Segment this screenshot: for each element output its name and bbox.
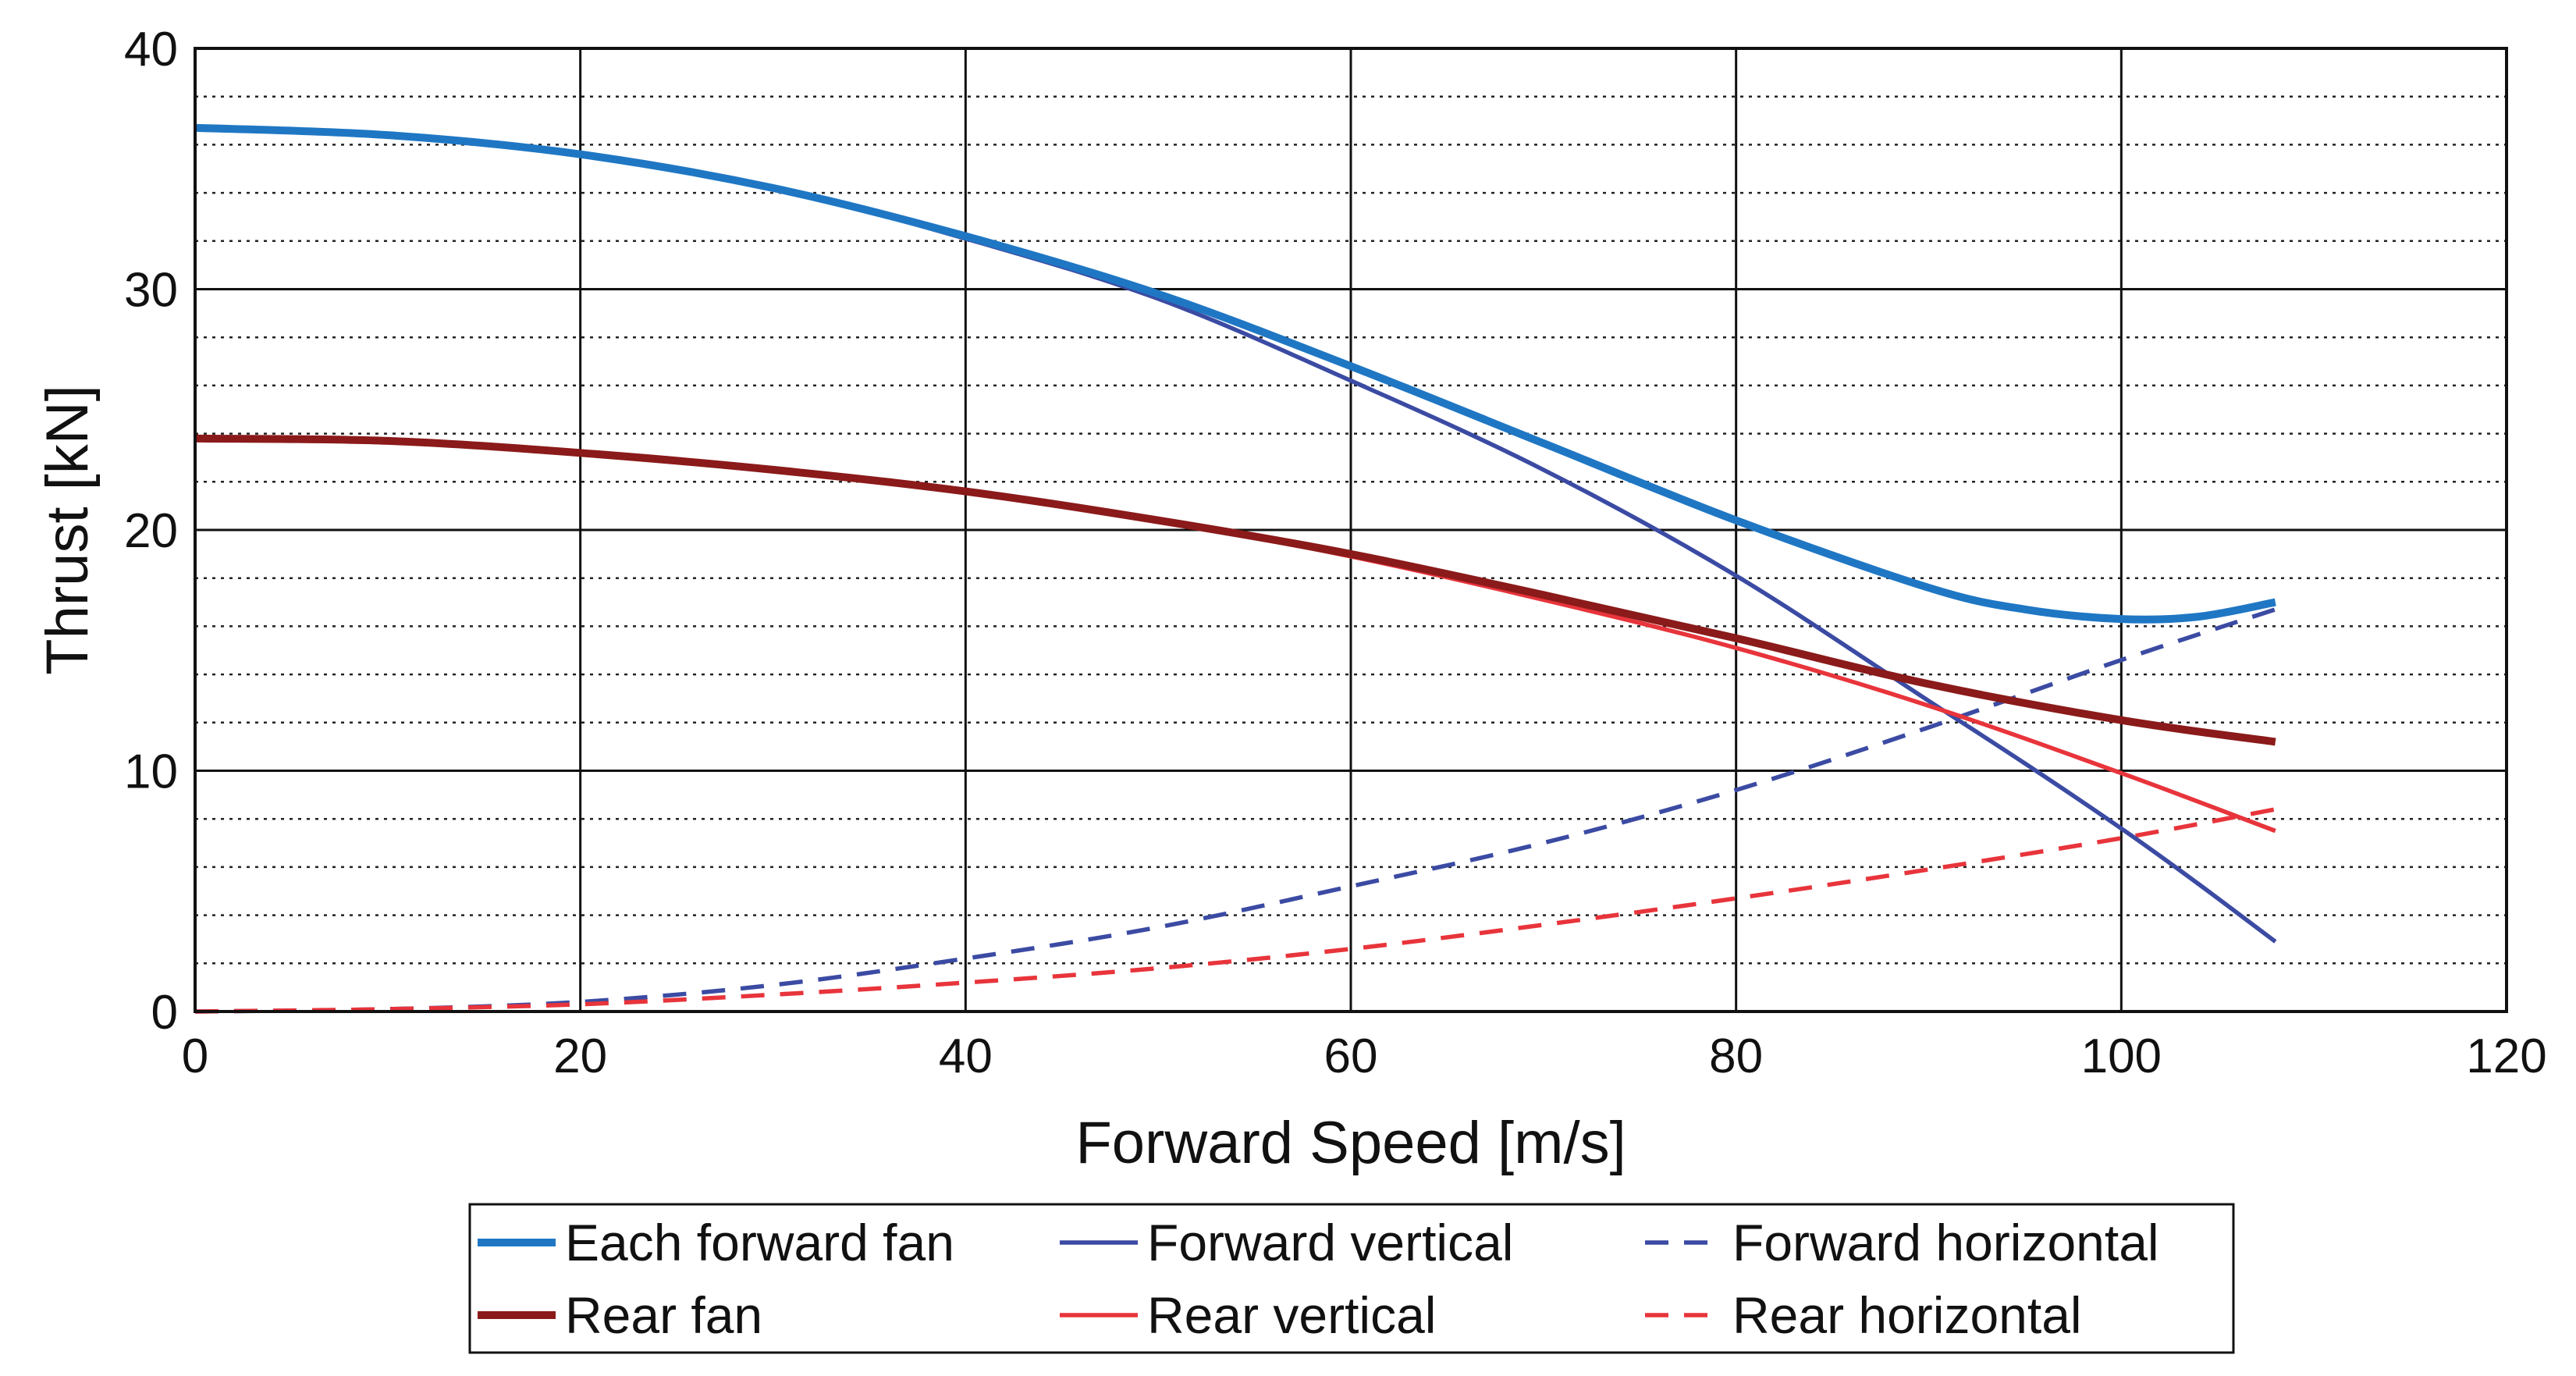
y-tick-label: 30	[124, 264, 178, 318]
legend-label-rear-fan: Rear fan	[565, 1286, 762, 1344]
series-line-each-forward-fan	[194, 123, 2276, 624]
series-line-forward-horizontal	[194, 607, 2276, 1014]
series-layer	[194, 123, 2277, 1014]
legend: Each forward fan Forward vertical Forward …	[468, 1203, 2235, 1354]
x-tick-label: 40	[939, 1029, 993, 1083]
y-tick-label: 0	[151, 986, 178, 1040]
legend-box	[468, 1203, 2235, 1354]
x-axis-label: Forward Speed [m/s]	[1075, 1110, 1626, 1176]
legend-label-forward-horizontal: Forward horizontal	[1732, 1214, 2159, 1271]
plot-frame	[194, 47, 2508, 1013]
legend-label-rear-vertical: Rear vertical	[1147, 1286, 1436, 1344]
legend-label-rear-horizontal: Rear horizontal	[1732, 1286, 2082, 1344]
y-axis-label: Thrust [kN]	[34, 385, 101, 675]
y-tick-label: 40	[124, 23, 178, 76]
x-tick-label: 120	[2466, 1029, 2546, 1083]
x-tick-label: 20	[553, 1029, 607, 1083]
legend-label-forward-vertical: Forward vertical	[1147, 1214, 1513, 1271]
x-tick-label: 80	[1709, 1029, 1763, 1083]
x-tick-label: 60	[1324, 1029, 1378, 1083]
legend-label-each-forward-fan: Each forward fan	[565, 1214, 954, 1271]
y-axis-ticks: 0 10 20 30 40	[124, 23, 178, 1040]
y-tick-label: 10	[124, 745, 178, 799]
series-line-rear-vertical	[194, 436, 2276, 834]
y-tick-label: 20	[124, 504, 178, 558]
x-tick-label: 100	[2081, 1029, 2162, 1083]
grid	[194, 47, 2508, 1013]
x-tick-label: 0	[182, 1029, 208, 1083]
series-line-rear-fan	[194, 434, 2276, 746]
series-line-rear-horizontal	[194, 807, 2276, 1014]
x-axis-ticks: 0 20 40 60 80 100 120	[182, 1029, 2547, 1083]
